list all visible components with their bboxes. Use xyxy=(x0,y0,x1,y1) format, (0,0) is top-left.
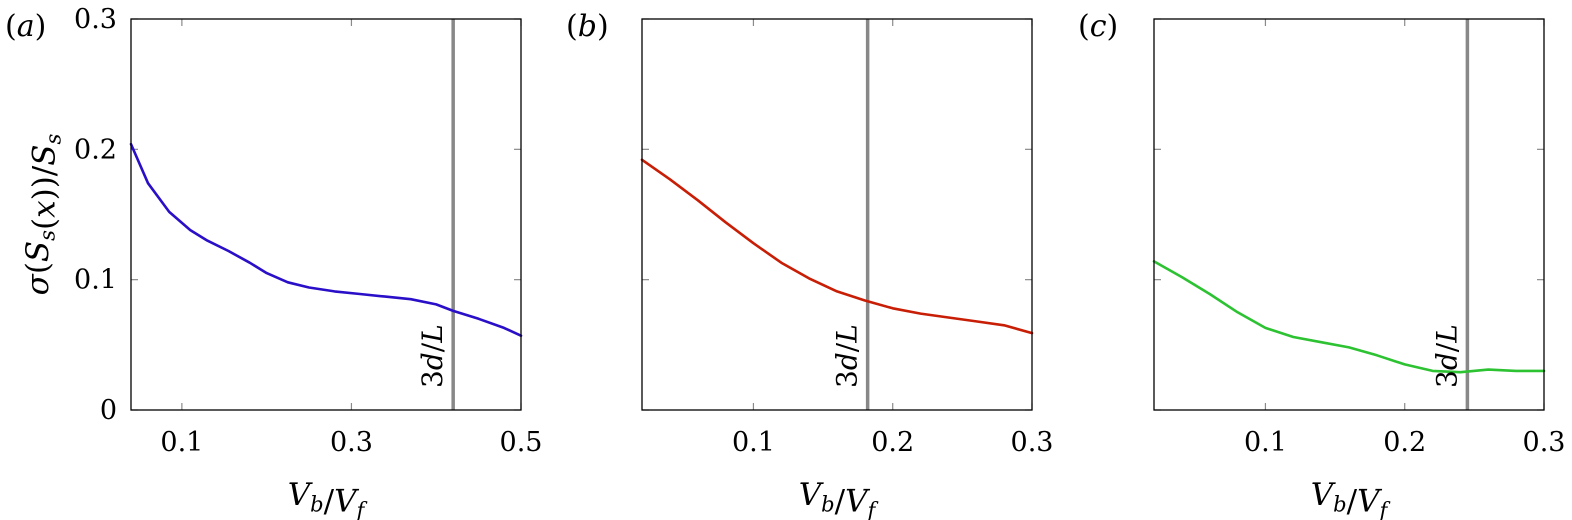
panel-label: (a) xyxy=(5,9,46,44)
x-tick-label: 0.5 xyxy=(500,427,543,458)
x-tick-label: 0.2 xyxy=(871,427,914,458)
y-tick-label: 0.1 xyxy=(74,265,117,296)
y-axis-label: σ(Ss(x))/Ss xyxy=(20,133,66,295)
plot-frame xyxy=(641,18,1033,411)
y-tick-label: 0 xyxy=(100,395,117,426)
plot-frame xyxy=(130,18,522,411)
reference-label: 3d/L xyxy=(1430,324,1463,388)
panel-3: 0.1 0.2 0.3 3d/L (c) Vb/Vf xyxy=(1078,9,1565,520)
x-axis-label: Vb/Vf xyxy=(1311,477,1391,520)
plot-frame xyxy=(1153,18,1545,411)
y-tick-label: 0.3 xyxy=(74,4,117,35)
y-tick-label: 0.2 xyxy=(74,134,117,165)
panel-2: 0.1 0.2 0.3 3d/L (b) Vb/Vf xyxy=(566,9,1053,520)
x-tick-label: 0.1 xyxy=(1244,427,1287,458)
series-line xyxy=(1152,260,1546,374)
panel-label: (b) xyxy=(566,9,609,44)
x-tick-label: 0.1 xyxy=(732,427,775,458)
x-tick-label: 0.3 xyxy=(1011,427,1054,458)
x-tick-label: 0.2 xyxy=(1383,427,1426,458)
reference-label: 3d/L xyxy=(831,324,864,388)
panel-1: 0 0.1 0.2 0.3 0.1 0.3 0.5 3d/L (a) Vb/Vf σ(Ss(x))/… xyxy=(5,4,542,520)
x-tick-label: 0.3 xyxy=(330,427,373,458)
x-axis-label: Vb/Vf xyxy=(799,477,879,520)
series-line xyxy=(129,142,523,338)
series-line xyxy=(640,158,1034,335)
panel-label: (c) xyxy=(1078,9,1118,44)
x-axis-label: Vb/Vf xyxy=(288,477,368,520)
reference-label: 3d/L xyxy=(416,324,449,388)
x-tick-label: 0.3 xyxy=(1523,427,1566,458)
x-tick-label: 0.1 xyxy=(160,427,203,458)
